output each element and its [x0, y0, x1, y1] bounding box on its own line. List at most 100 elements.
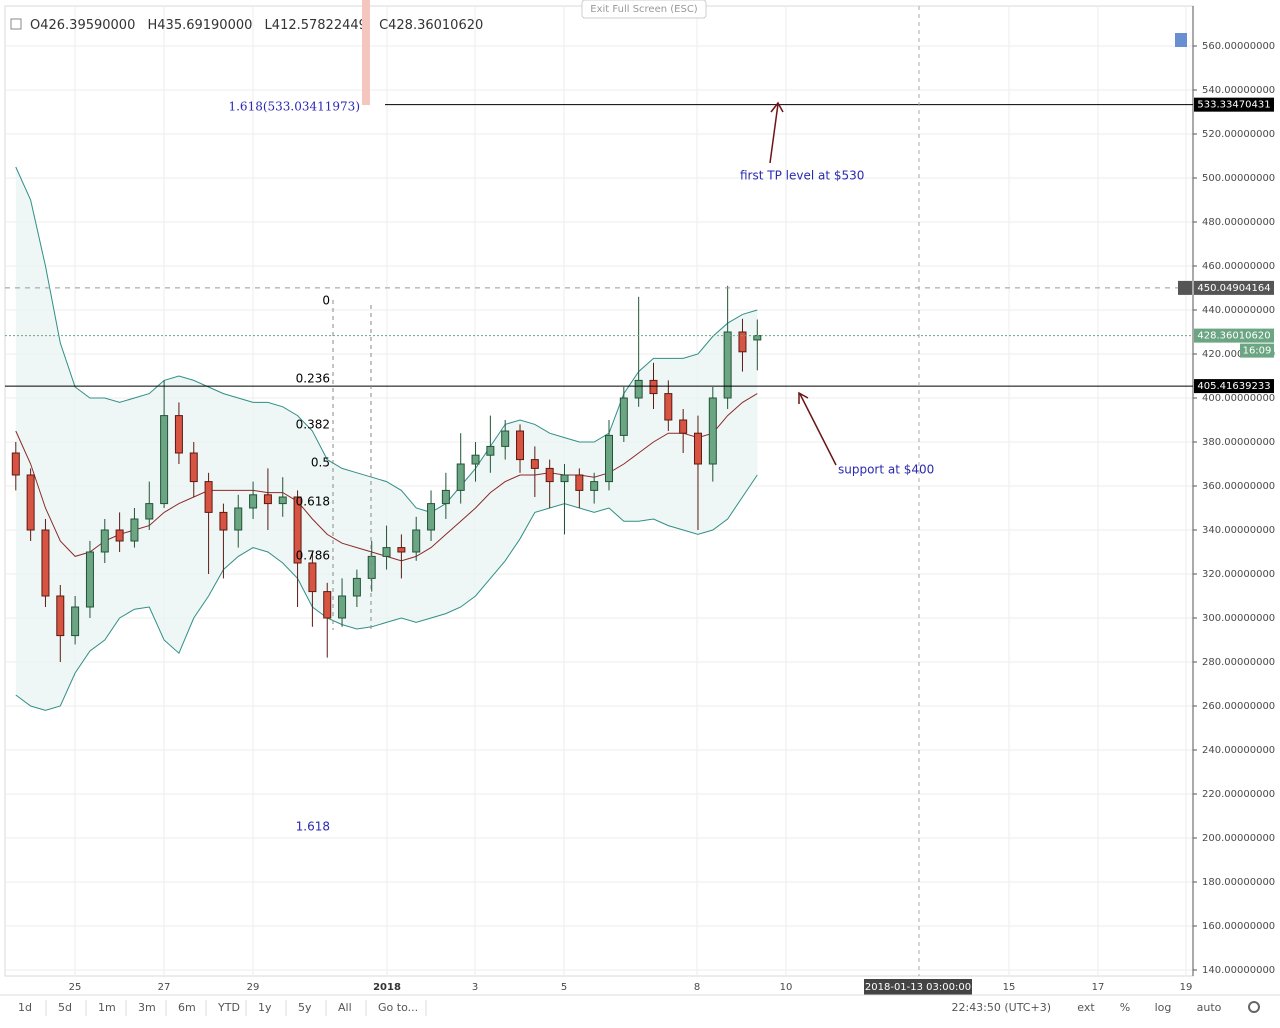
candle-body	[130, 518, 139, 542]
candle-body	[619, 397, 628, 436]
range-button[interactable]: 3m	[138, 1001, 156, 1014]
exit-button[interactable]	[581, 0, 707, 19]
price-box-label: 533.33470431	[1197, 100, 1270, 111]
annotation: support at $400	[838, 463, 934, 477]
y-tick-label: 320.00000000	[1202, 569, 1275, 580]
fib-label: 0.382	[296, 418, 330, 432]
x-tick-label: 10	[780, 982, 793, 993]
candle-body	[456, 463, 465, 491]
scale-icon[interactable]	[1175, 33, 1187, 47]
y-tick-label: 260.00000000	[1202, 701, 1275, 712]
candle-body	[278, 496, 287, 505]
cursor-date: 2018-01-13 03:00:00	[865, 982, 971, 993]
range-button[interactable]: 6m	[178, 1001, 196, 1014]
candle-body	[471, 454, 480, 465]
range-button[interactable]: 1y	[258, 1001, 272, 1014]
candle-body	[486, 445, 495, 456]
candle-body	[263, 494, 272, 505]
candle-body	[634, 379, 643, 399]
candle-body	[501, 430, 510, 447]
fib-label: 0.618	[296, 495, 330, 509]
range-button[interactable]: YTD	[217, 1001, 240, 1014]
candle-body	[560, 474, 569, 483]
y-tick-label: 560.00000000	[1202, 41, 1275, 52]
candle-body	[367, 555, 376, 579]
candle-body	[412, 529, 421, 553]
y-tick-label: 520.00000000	[1202, 129, 1275, 140]
candle-body	[145, 503, 154, 520]
fib-label: 1.618(533.03411973)	[228, 100, 360, 114]
candle-body	[308, 562, 317, 593]
range-button[interactable]: Go to...	[378, 1001, 418, 1014]
annotation: first TP level at $530	[740, 169, 864, 183]
price-box	[1194, 379, 1274, 394]
option-button[interactable]: log	[1155, 1001, 1172, 1014]
cursor-date-box	[864, 979, 972, 995]
candle-body	[56, 595, 65, 637]
ohlc-legend: O426.39590000 H435.69190000 L412.5782244…	[30, 18, 483, 33]
candle-body	[160, 415, 169, 505]
collapse-icon[interactable]	[10, 18, 22, 30]
y-tick-label: 140.00000000	[1202, 965, 1275, 976]
candle-body	[427, 503, 436, 531]
price-box	[1194, 280, 1274, 295]
arrow-head	[798, 391, 809, 404]
y-tick-label: 300.00000000	[1202, 613, 1275, 624]
candle-body	[189, 452, 198, 483]
arrow	[799, 393, 837, 466]
arrow	[769, 103, 779, 164]
price-box-label: 428.36010620	[1197, 331, 1270, 342]
candle-body	[708, 397, 717, 465]
candle-body	[338, 595, 347, 619]
option-button[interactable]: auto	[1197, 1001, 1222, 1014]
candle-body	[41, 529, 50, 597]
y-tick-label: 340.00000000	[1202, 525, 1275, 536]
price-box	[1194, 97, 1274, 112]
band-fill	[15, 167, 758, 711]
y-tick-label: 420.00000000	[1202, 349, 1275, 360]
candle-body	[323, 591, 332, 619]
y-tick-label: 460.00000000	[1202, 261, 1275, 272]
candle-body	[575, 474, 584, 491]
candle-body	[679, 419, 688, 434]
candle-body	[693, 432, 702, 465]
exit-label[interactable]: Exit Full Screen (ESC)	[590, 4, 698, 15]
candle-body	[397, 547, 406, 553]
c-value: 428.36010620	[388, 18, 483, 33]
fib-label: 0.786	[296, 549, 330, 563]
price-box-label: 405.41639233	[1197, 381, 1270, 392]
candle-body	[85, 551, 94, 608]
range-button[interactable]: 1d	[18, 1001, 32, 1014]
option-button[interactable]: ext	[1077, 1001, 1095, 1014]
add-button[interactable]	[1178, 280, 1192, 295]
x-tick-label: 27	[158, 982, 171, 993]
clock: 22:43:50 (UTC+3)	[951, 1001, 1051, 1014]
fib-label: 1.618	[296, 820, 330, 834]
range-button[interactable]: All	[338, 1001, 352, 1014]
candle-body	[352, 577, 361, 597]
range-button[interactable]: 5d	[58, 1001, 72, 1014]
candle-body	[100, 529, 109, 553]
y-tick-label: 400.00000000	[1202, 393, 1275, 404]
y-tick-label: 480.00000000	[1202, 217, 1275, 228]
candle-body	[738, 331, 747, 353]
option-button[interactable]: %	[1120, 1001, 1130, 1014]
range-button[interactable]: 5y	[298, 1001, 312, 1014]
range-button[interactable]: 1m	[98, 1001, 116, 1014]
y-tick-label: 440.00000000	[1202, 305, 1275, 316]
x-tick-label: 25	[69, 982, 82, 993]
candle-body	[71, 606, 80, 637]
h-label: H	[148, 18, 158, 33]
candle-body	[664, 393, 673, 421]
candle-body	[723, 331, 732, 399]
candle-body	[590, 481, 599, 491]
fib-label: 0.5	[311, 456, 330, 470]
o-value: 426.39590000	[40, 18, 135, 33]
band-line	[15, 166, 758, 513]
settings-icon[interactable]	[1248, 1001, 1260, 1013]
x-tick-label: 3	[472, 982, 478, 993]
candle-body	[753, 335, 762, 341]
candle-body	[11, 452, 20, 476]
candle-body	[26, 474, 35, 531]
